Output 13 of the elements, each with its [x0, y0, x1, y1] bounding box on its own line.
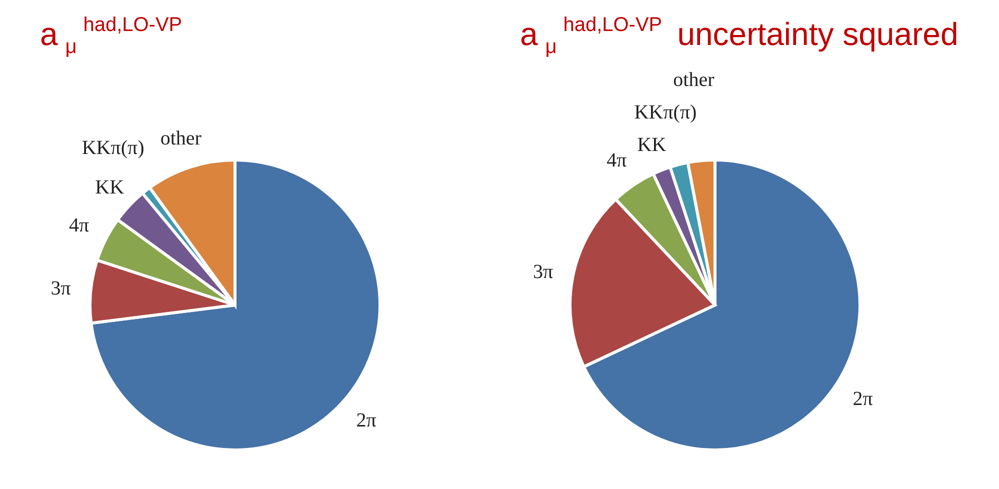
- slice-label: 3π: [50, 278, 71, 300]
- slice-label: KKπ(π): [634, 101, 697, 124]
- slice-label: 4π: [606, 149, 627, 172]
- slice-label: KKπ(π): [82, 136, 144, 159]
- slice-label: 2π: [852, 388, 873, 410]
- slice-label: 4π: [69, 214, 90, 237]
- slice-label: 3π: [533, 261, 554, 284]
- slice-label: other: [160, 128, 202, 150]
- slice-label: 2π: [356, 410, 376, 432]
- slice-label: KK: [95, 176, 125, 198]
- slice-label: other: [673, 69, 715, 92]
- pie-slice: [90, 158, 382, 452]
- slice-label: KK: [637, 134, 667, 156]
